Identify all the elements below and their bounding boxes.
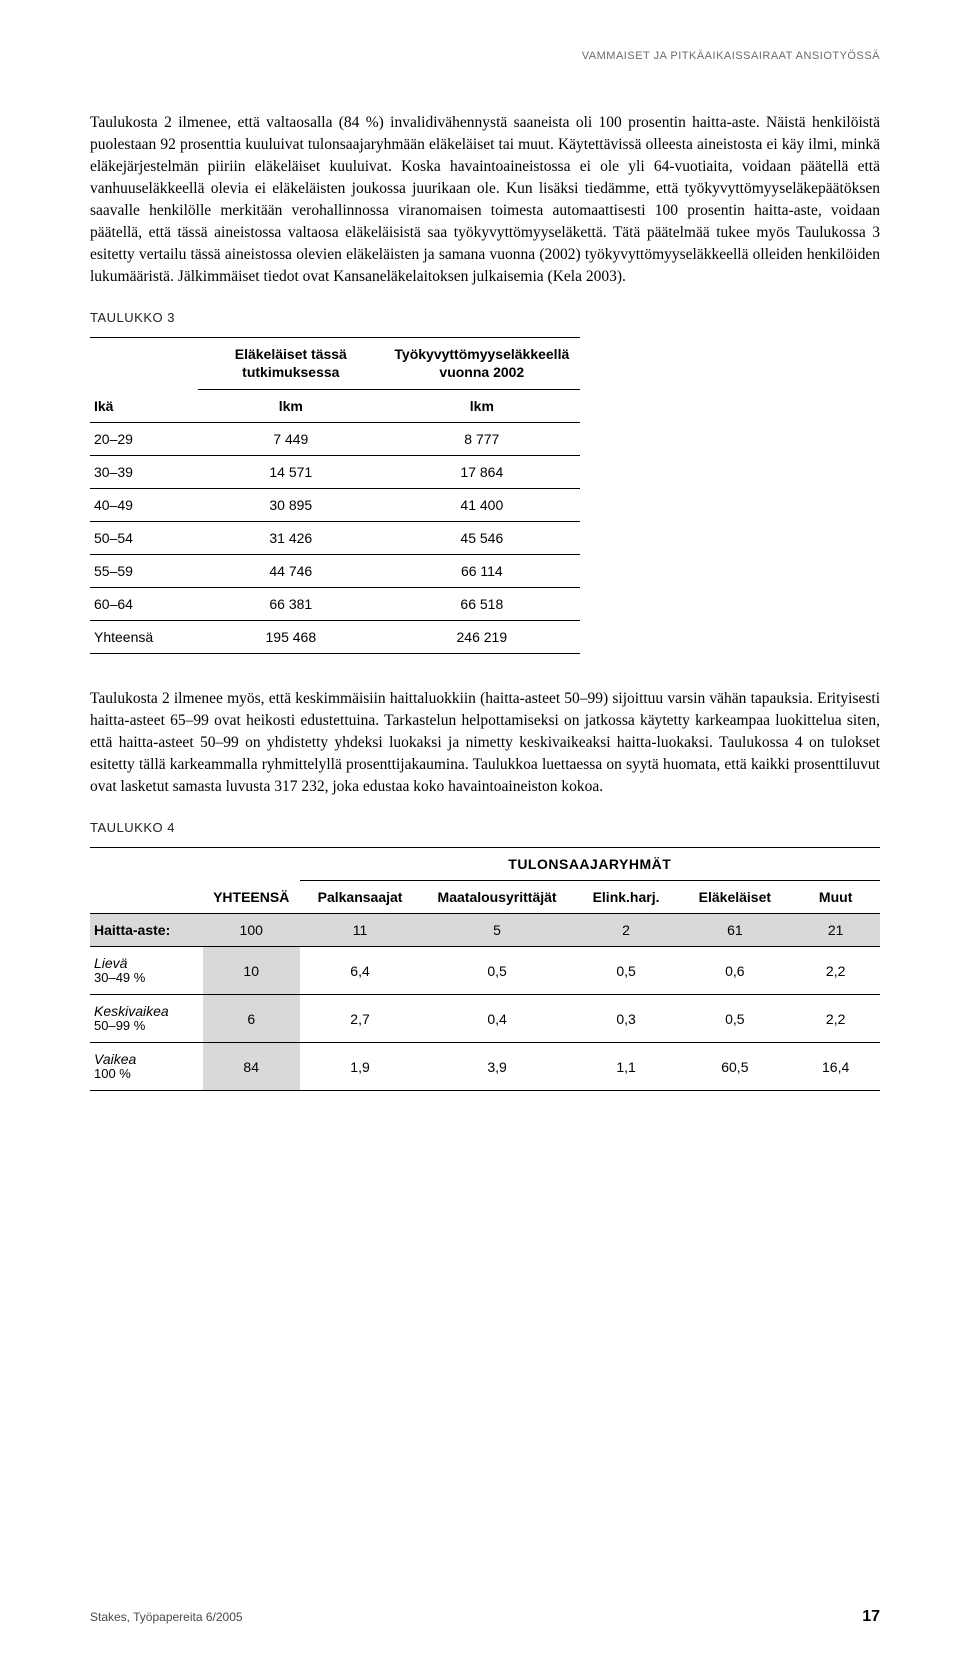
t3-b: 41 400 — [384, 489, 580, 522]
table-row: 20–297 4498 777 — [90, 423, 580, 456]
t4-cell: 1,9 — [300, 1043, 421, 1091]
t4-rowlabel-main: Vaikea — [94, 1051, 199, 1067]
page-number: 17 — [862, 1608, 880, 1626]
t4-rowlabel-sub: 50–99 % — [94, 1019, 199, 1034]
t4-cell: 0,5 — [574, 947, 679, 995]
t3-a: 31 426 — [198, 522, 384, 555]
t4-cell: 2,7 — [300, 995, 421, 1043]
t3-a: 66 381 — [198, 588, 384, 621]
t4-blank — [90, 848, 203, 881]
t4-cell: 100 — [203, 914, 300, 947]
t3-head-col1: Eläkeläiset tässä tutkimuksessa — [198, 338, 384, 390]
table-row: Vaikea100 % 84 1,9 3,9 1,1 60,5 16,4 — [90, 1043, 880, 1091]
table-3: Eläkeläiset tässä tutkimuksessa Työkyvyt… — [90, 337, 580, 654]
table-row: Keskivaikea50–99 % 6 2,7 0,4 0,3 0,5 2,2 — [90, 995, 880, 1043]
t3-b: 17 864 — [384, 456, 580, 489]
table-row: 50–5431 42645 546 — [90, 522, 580, 555]
t4-cell: 0,3 — [574, 995, 679, 1043]
t4-cell: 3,9 — [421, 1043, 574, 1091]
footer: Stakes, Työpapereita 6/2005 17 — [90, 1608, 880, 1626]
table-row-total: Yhteensä195 468246 219 — [90, 621, 580, 654]
t3-age: 50–54 — [90, 522, 198, 555]
t4-rowlabel-sub: 100 % — [94, 1067, 199, 1082]
t4-col6: Muut — [791, 881, 880, 914]
t3-head-col2: Työkyvyttömyyseläkkeellä vuonna 2002 — [384, 338, 580, 390]
table-row: Lievä30–49 % 10 6,4 0,5 0,5 0,6 2,2 — [90, 947, 880, 995]
t3-age: 40–49 — [90, 489, 198, 522]
t3-a: 14 571 — [198, 456, 384, 489]
t3-age: 55–59 — [90, 555, 198, 588]
t4-col5: Eläkeläiset — [678, 881, 791, 914]
t4-cell: 0,5 — [421, 947, 574, 995]
t4-cell: 0,6 — [678, 947, 791, 995]
t3-b: 8 777 — [384, 423, 580, 456]
table-row: 30–3914 57117 864 — [90, 456, 580, 489]
t4-col1: YHTEENSÄ — [203, 881, 300, 914]
t4-cell: 2,2 — [791, 947, 880, 995]
t4-cell: 10 — [203, 947, 300, 995]
t3-a: 7 449 — [198, 423, 384, 456]
t4-cell: 21 — [791, 914, 880, 947]
t3-b: 66 518 — [384, 588, 580, 621]
table4-label: TAULUKKO 4 — [90, 820, 880, 835]
t3-b: 45 546 — [384, 522, 580, 555]
t3-sub-col1: lkm — [198, 390, 384, 423]
paragraph-2: Taulukosta 2 ilmenee myös, että keskimmä… — [90, 688, 880, 798]
t3-total-label: Yhteensä — [90, 621, 198, 654]
t4-col3: Maatalousyrittäjät — [421, 881, 574, 914]
t4-rowlabel: Lievä30–49 % — [90, 947, 203, 995]
table-row: 55–5944 74666 114 — [90, 555, 580, 588]
t4-cell: 16,4 — [791, 1043, 880, 1091]
t4-cell: 2,2 — [791, 995, 880, 1043]
t3-a: 44 746 — [198, 555, 384, 588]
t4-haitta-label: Haitta-aste: — [90, 914, 203, 947]
t4-rowlabel: Keskivaikea50–99 % — [90, 995, 203, 1043]
t3-blank — [90, 338, 198, 390]
t4-cell: 61 — [678, 914, 791, 947]
t4-rowlabel-main: Lievä — [94, 955, 199, 971]
running-header: VAMMAISET JA PITKÄAIKAISSAIRAAT ANSIOTYÖ… — [90, 50, 880, 62]
t3-sub-col2: lkm — [384, 390, 580, 423]
table-row: 40–4930 89541 400 — [90, 489, 580, 522]
t3-b: 66 114 — [384, 555, 580, 588]
t4-cell: 6,4 — [300, 947, 421, 995]
t3-total-b: 246 219 — [384, 621, 580, 654]
t3-age: 30–39 — [90, 456, 198, 489]
t4-col2: Palkansaajat — [300, 881, 421, 914]
paragraph-1: Taulukosta 2 ilmenee, että valtaosalla (… — [90, 112, 880, 288]
t4-cell: 0,4 — [421, 995, 574, 1043]
t4-group-header: TULONSAAJARYHMÄT — [300, 848, 880, 881]
t3-age: 60–64 — [90, 588, 198, 621]
t3-age: 20–29 — [90, 423, 198, 456]
table-row: 60–6466 38166 518 — [90, 588, 580, 621]
t4-cell: 0,5 — [678, 995, 791, 1043]
t4-rowlabel-sub: 30–49 % — [94, 971, 199, 986]
t3-a: 30 895 — [198, 489, 384, 522]
t4-cell: 6 — [203, 995, 300, 1043]
t4-cell: 11 — [300, 914, 421, 947]
t4-cell: 5 — [421, 914, 574, 947]
t4-cell: 2 — [574, 914, 679, 947]
page: VAMMAISET JA PITKÄAIKAISSAIRAAT ANSIOTYÖ… — [0, 0, 960, 1654]
t4-col4: Elink.harj. — [574, 881, 679, 914]
table3-label: TAULUKKO 3 — [90, 310, 880, 325]
footer-source: Stakes, Työpapereita 6/2005 — [90, 1610, 243, 1624]
t3-sub-col0: Ikä — [90, 390, 198, 423]
table-4: TULONSAAJARYHMÄT YHTEENSÄ Palkansaajat M… — [90, 847, 880, 1091]
t3-total-a: 195 468 — [198, 621, 384, 654]
t4-rowlabel-main: Keskivaikea — [94, 1003, 199, 1019]
table-row-haitta: Haitta-aste: 100 11 5 2 61 21 — [90, 914, 880, 947]
t4-col0 — [90, 881, 203, 914]
t4-rowlabel: Vaikea100 % — [90, 1043, 203, 1091]
t4-blank — [203, 848, 300, 881]
t4-cell: 1,1 — [574, 1043, 679, 1091]
t4-cell: 60,5 — [678, 1043, 791, 1091]
t4-cell: 84 — [203, 1043, 300, 1091]
